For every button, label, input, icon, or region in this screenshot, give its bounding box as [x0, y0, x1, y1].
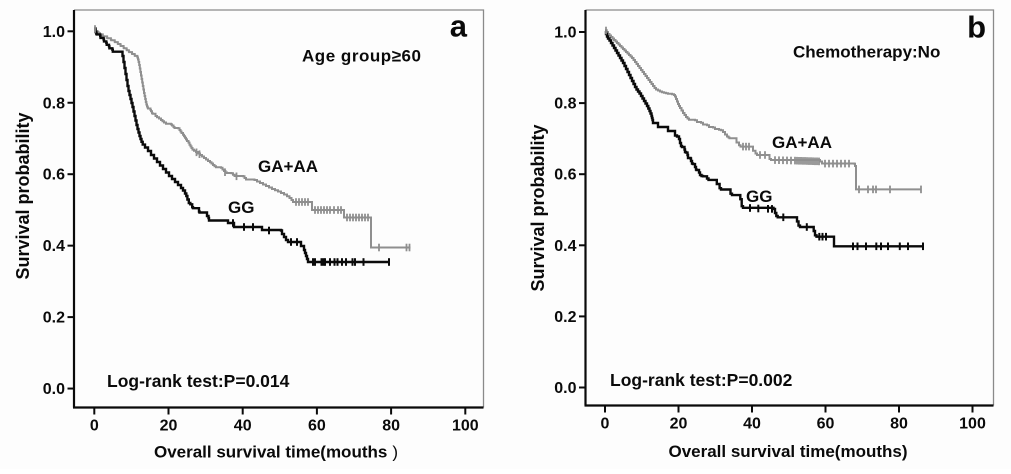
svg-text:1.0: 1.0: [554, 25, 576, 42]
svg-text:GA+AA: GA+AA: [772, 133, 832, 152]
svg-text:b: b: [967, 10, 986, 45]
svg-text:40: 40: [234, 418, 252, 435]
svg-text:0: 0: [601, 416, 610, 433]
svg-text:80: 80: [890, 416, 908, 433]
svg-text:0.2: 0.2: [43, 310, 65, 327]
svg-text:Log-rank test:P=0.014: Log-rank test:P=0.014: [107, 371, 290, 391]
svg-text:20: 20: [670, 416, 688, 433]
svg-text:0.6: 0.6: [554, 167, 576, 184]
svg-text:40: 40: [743, 416, 761, 433]
svg-text:Survival probability: Survival probability: [13, 112, 33, 279]
svg-text:0.0: 0.0: [43, 381, 65, 398]
svg-text:Log-rank test:P=0.002: Log-rank test:P=0.002: [610, 370, 793, 390]
svg-text:Overall survival time(mouths): Overall survival time(mouths): [154, 443, 398, 462]
svg-text:0: 0: [90, 418, 99, 435]
svg-text:60: 60: [308, 418, 326, 435]
svg-text:100: 100: [452, 418, 479, 435]
svg-text:GA+AA: GA+AA: [258, 157, 318, 176]
svg-text:Age group≥60: Age group≥60: [302, 47, 421, 66]
svg-text:GG: GG: [746, 187, 772, 206]
svg-text:a: a: [450, 9, 468, 44]
svg-text:Survival probability: Survival probability: [528, 124, 548, 291]
svg-text:80: 80: [382, 418, 400, 435]
svg-text:GG: GG: [228, 198, 254, 217]
svg-text:0.8: 0.8: [554, 96, 576, 113]
svg-text:Overall survival time(mouths): Overall survival time(mouths): [668, 442, 907, 461]
svg-text:1.0: 1.0: [43, 24, 65, 41]
svg-text:0.4: 0.4: [43, 238, 65, 255]
svg-text:100: 100: [959, 416, 986, 433]
svg-text:0.0: 0.0: [554, 380, 576, 397]
svg-text:60: 60: [817, 416, 835, 433]
svg-text:0.4: 0.4: [554, 238, 576, 255]
svg-text:0.2: 0.2: [554, 309, 576, 326]
svg-text:0.8: 0.8: [43, 95, 65, 112]
svg-text:Chemotherapy:No: Chemotherapy:No: [793, 43, 940, 62]
svg-text:0.6: 0.6: [43, 167, 65, 184]
svg-text:20: 20: [160, 418, 178, 435]
